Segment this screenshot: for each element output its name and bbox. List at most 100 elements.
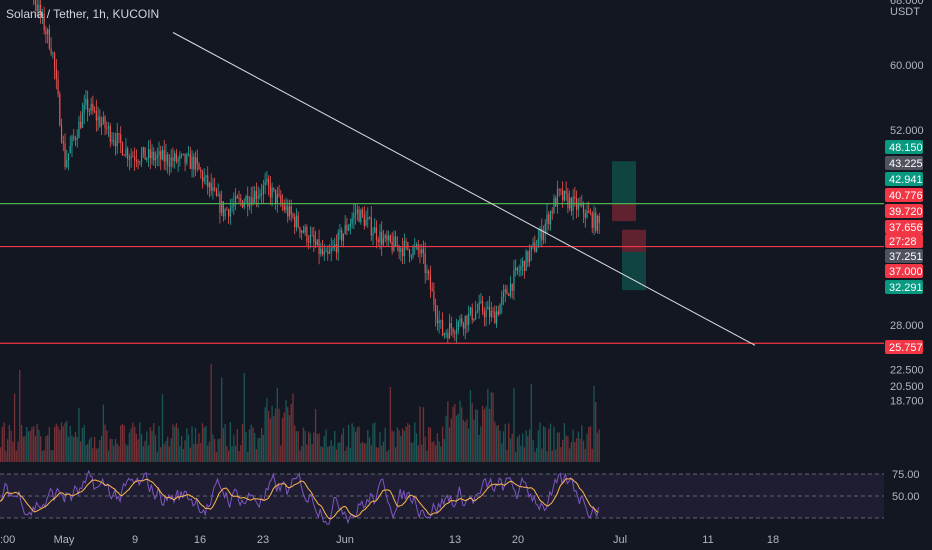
volume-bar (198, 433, 200, 462)
time-tick-label: :00 (0, 534, 15, 546)
volume-bar (46, 435, 49, 462)
candle-body (40, 4, 42, 16)
volume-bar (292, 393, 294, 462)
candle-body (429, 274, 432, 290)
candle-body (501, 296, 503, 305)
candle-body (151, 151, 153, 159)
volume-bar (73, 437, 75, 462)
volume-bar (207, 445, 209, 462)
volume-bar (67, 436, 70, 462)
candle-body (417, 244, 419, 251)
price-label-badge (885, 140, 923, 154)
candle-body (97, 116, 99, 121)
candle-body (370, 217, 372, 236)
price-axis[interactable]: USDT68.00060.00052.00028.00025.00022.500… (885, 0, 924, 503)
volume-bar (375, 447, 378, 462)
candle-body (113, 140, 115, 142)
candle-body (268, 178, 270, 186)
volume-bar (520, 445, 522, 462)
candle-body (257, 196, 259, 199)
volume-bar (441, 426, 444, 462)
volume-bar (217, 439, 219, 462)
volume-bar (307, 431, 310, 462)
candle-body (421, 248, 423, 254)
candle-body (60, 125, 63, 142)
volume-bar (41, 450, 44, 462)
volume-bar (59, 429, 61, 462)
volume-bar (278, 408, 280, 462)
candle-body (328, 251, 331, 254)
candle-body (349, 223, 351, 228)
candle-body (221, 201, 223, 213)
volume-bar (516, 437, 519, 462)
drawings[interactable] (0, 32, 884, 346)
volume-bar (120, 425, 122, 462)
volume-bar (341, 434, 343, 462)
volume-bar (368, 437, 371, 462)
volume-bar (116, 443, 118, 462)
volume-bar (267, 410, 270, 462)
volume-bar (450, 418, 452, 462)
candle-body (518, 270, 520, 272)
rsi-tick-label: 75.00 (892, 469, 920, 481)
volume-bar (238, 451, 240, 462)
volume-bar (497, 424, 499, 462)
volume-bar (147, 445, 150, 462)
candle-body (334, 244, 336, 247)
candle-body (140, 153, 143, 162)
candle-body (165, 154, 167, 162)
volume-bar (15, 450, 17, 462)
price-label-badge (885, 204, 923, 218)
time-axis[interactable]: :00 May 9 16 23 Jun 13 20 Jul 11 18 (0, 534, 779, 546)
time-tick-label: 11 (702, 534, 713, 546)
candle-body (212, 187, 214, 192)
candle-body (415, 244, 418, 247)
volume-bar (288, 415, 291, 462)
volume-bar (499, 430, 501, 462)
volume-bar (142, 446, 144, 462)
price-label-badge (885, 280, 923, 294)
price-label-badge (885, 172, 923, 186)
candle-body (586, 210, 588, 218)
candle-body (473, 318, 475, 321)
volume-bar (10, 430, 12, 462)
candle-body (365, 219, 367, 227)
candle-body (247, 196, 249, 207)
volume-bar (189, 447, 191, 462)
volume-bar (276, 388, 278, 462)
candle-body (71, 136, 73, 147)
candle-body (81, 112, 84, 128)
volume-bar (588, 426, 590, 462)
candle-body (255, 191, 258, 199)
volume-bar (515, 451, 517, 462)
volume-bar (374, 422, 376, 462)
volume-bar (128, 432, 131, 462)
volume-bar (567, 436, 569, 462)
volume-bar (388, 449, 390, 462)
volume-bar (201, 423, 204, 462)
volume-bar (109, 438, 111, 462)
candle-body (553, 198, 555, 213)
volume-bar (214, 439, 216, 462)
price-tick-label: 20.500 (890, 381, 924, 393)
volume-bar (245, 432, 247, 462)
volume-bar (71, 435, 73, 462)
candle-body (337, 232, 339, 253)
time-tick-label: 23 (257, 534, 269, 546)
volume-bar (53, 426, 56, 462)
candle-body (234, 196, 237, 204)
short-position-stop-zone (622, 229, 646, 252)
candle-body (582, 203, 585, 214)
candle-body (245, 196, 247, 203)
candle-body (274, 189, 277, 204)
position-boxes[interactable] (612, 161, 646, 291)
volume-bar (325, 429, 327, 462)
volume-bar (555, 449, 557, 462)
volume-bar (582, 440, 585, 462)
volume-bar (78, 407, 80, 462)
candle-body (269, 185, 271, 198)
candle-body (579, 203, 581, 206)
volume-bar (205, 426, 207, 462)
volume-bar (118, 445, 120, 462)
